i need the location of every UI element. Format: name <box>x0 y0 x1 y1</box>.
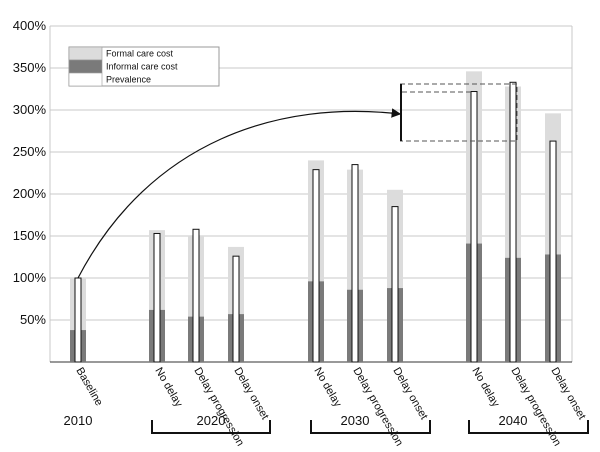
legend-swatch <box>68 46 103 61</box>
y-tick-label: 100% <box>13 270 47 285</box>
legend-swatch <box>68 59 103 74</box>
y-tick-label: 150% <box>13 228 47 243</box>
x-category-label: Baseline <box>73 366 104 409</box>
y-tick-label: 350% <box>13 60 47 75</box>
prevalence-bar <box>549 140 557 363</box>
year-group-labels: 2010 2020 2030 2040 <box>64 413 589 434</box>
annotation-arrow <box>77 108 402 279</box>
prevalence-bar <box>192 228 200 363</box>
x-category-label: Delay onset <box>390 366 429 422</box>
legend-label: Formal care cost <box>106 49 174 59</box>
year-label: 2030 <box>341 413 370 428</box>
prevalence-bar <box>312 169 320 363</box>
annotation-dashed-box <box>400 83 518 142</box>
legend: Formal care cost Informal care cost Preval… <box>68 46 220 87</box>
prevalence-bar <box>509 81 517 363</box>
x-category-label: Delay onset <box>231 366 270 422</box>
prevalence-bar <box>232 255 240 363</box>
year-bracket <box>310 420 431 434</box>
x-category-label: No delay <box>469 366 501 410</box>
legend-label: Informal care cost <box>106 62 178 72</box>
prevalence-bar <box>391 206 399 363</box>
annotation <box>77 83 518 279</box>
year-bracket <box>468 420 589 434</box>
year-label: 2020 <box>197 413 226 428</box>
y-axis-tick-labels: 50% 100% 150% 200% 250% 300% 350% 400% <box>13 18 47 327</box>
y-tick-label: 200% <box>13 186 47 201</box>
year-label: 2040 <box>499 413 528 428</box>
legend-label: Prevalence <box>106 75 151 85</box>
bars <box>70 71 561 363</box>
year-label: 2010 <box>64 413 93 428</box>
y-tick-label: 50% <box>20 312 46 327</box>
legend-swatch <box>68 72 103 87</box>
y-tick-label: 400% <box>13 18 47 33</box>
year-bracket <box>151 420 271 434</box>
x-category-label: No delay <box>152 366 184 410</box>
y-tick-label: 300% <box>13 102 47 117</box>
x-category-label: Delay onset <box>548 366 587 422</box>
prevalence-bar <box>74 277 82 363</box>
x-category-label: No delay <box>311 366 343 410</box>
prevalence-bar <box>351 164 359 363</box>
prevalence-bar <box>470 91 478 363</box>
prevalence-bar <box>153 232 161 363</box>
y-tick-label: 250% <box>13 144 47 159</box>
